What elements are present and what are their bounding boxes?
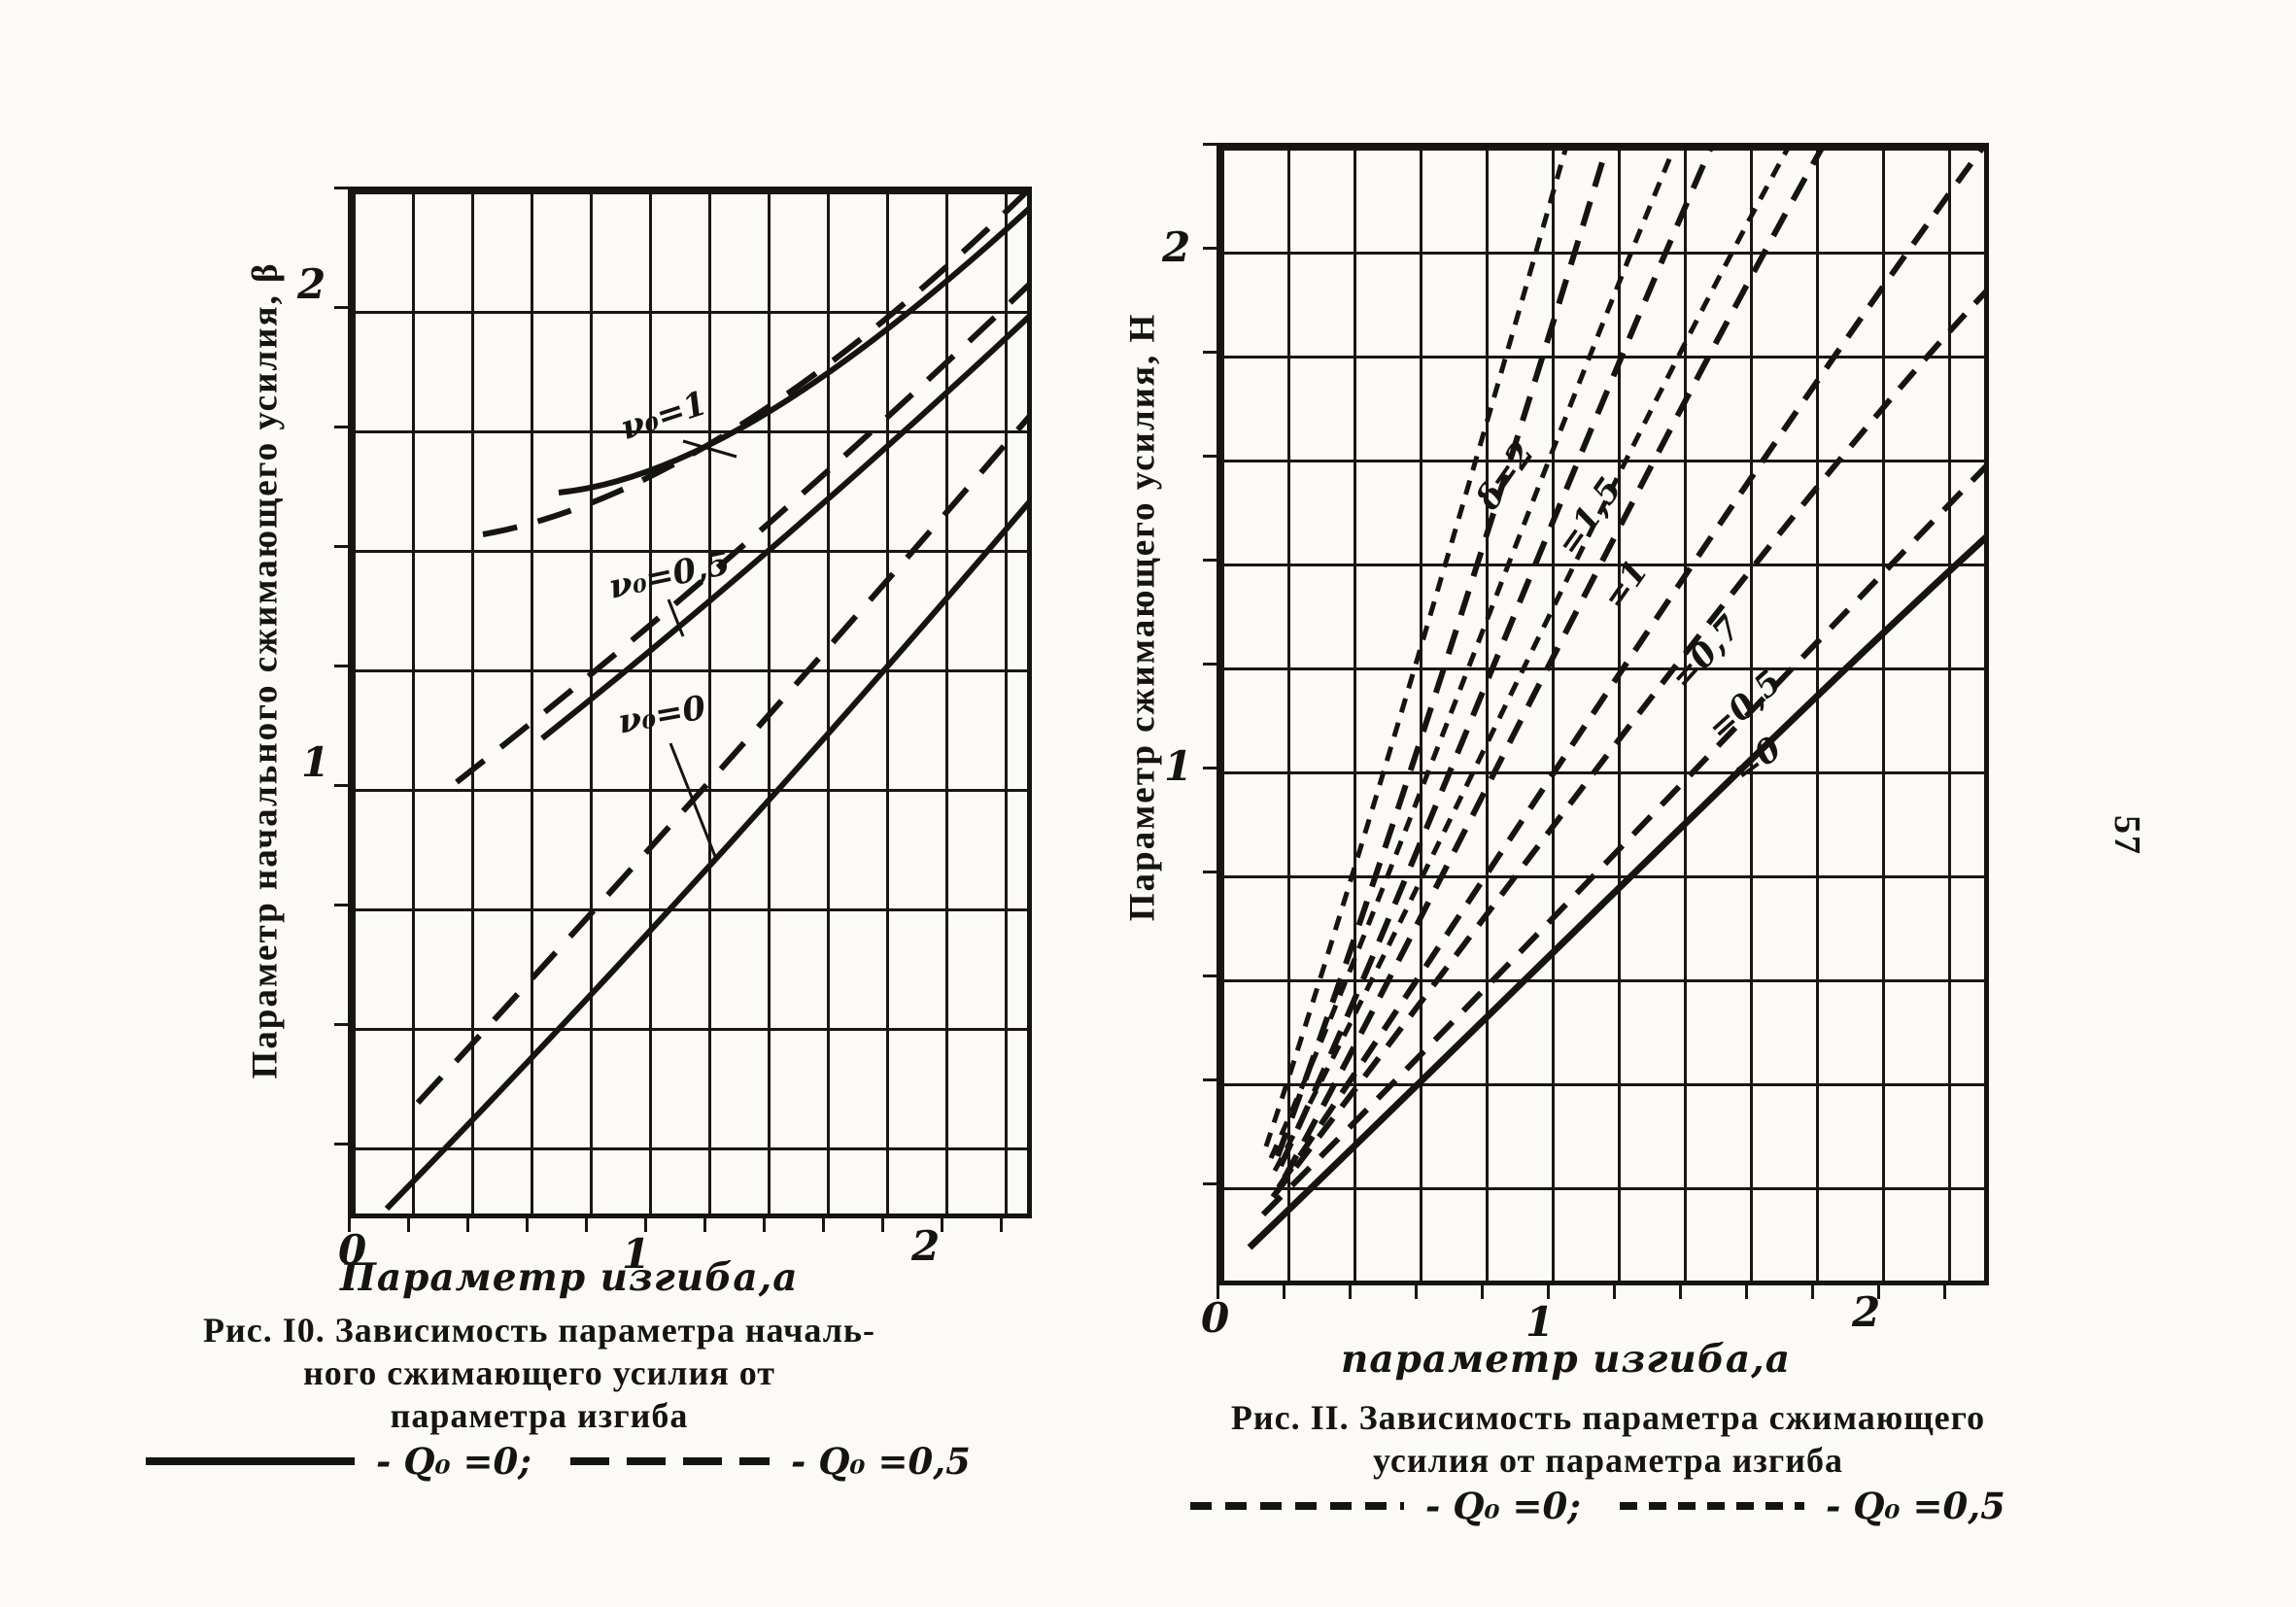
fig11-legend-dash2-sample: [1619, 1502, 1804, 1510]
fig10-x-tick-2: 2: [911, 1222, 941, 1270]
fig10-legend-label-2: - Q₀ =0,5: [790, 1440, 971, 1483]
fig11-caption: Рис. II. Зависимость параметра сжимающег…: [1185, 1397, 2031, 1483]
fig10-y-tick-2: 2: [297, 260, 326, 308]
fig11-curve-d15-b: [1268, 143, 1679, 1160]
fig10-curve-nu1-solid: [558, 205, 1032, 496]
fig10-leader-nu05: [667, 598, 685, 637]
fig10-legend-label-1: - Q₀ =0;: [376, 1440, 531, 1483]
fig11-y-tick-marks: [1203, 143, 1217, 1285]
fig10-x-axis-label: Параметр изгиба,а: [340, 1255, 799, 1300]
fig11-x-tick-1: 1: [1525, 1298, 1555, 1346]
fig11-legend-dash1-sample: [1190, 1502, 1404, 1510]
fig10-leader-nu0: [668, 742, 718, 860]
fig10-plot-area: [348, 187, 1032, 1218]
fig10-x-tick-1: 1: [622, 1230, 651, 1278]
fig11-caption-line2: усилия от параметра изгиба: [1373, 1440, 1843, 1480]
fig11-curve-d2: [1275, 143, 1611, 1158]
fig11-curve-d0-solid: [1247, 534, 1989, 1250]
fig10-caption-line2: ного сжимающего усилия от: [303, 1352, 775, 1392]
fig11-curves: [1247, 143, 1989, 1250]
fig11-x-tick-marks: [1217, 1285, 1989, 1299]
fig10-curve-nu0-dashed: [415, 414, 1032, 1106]
fig10-curve-nu05-solid: [540, 313, 1032, 741]
fig11-x-tick-2: 2: [1852, 1288, 1881, 1336]
fig11-curve-d07: [1276, 144, 1987, 1189]
page-number: 57: [2107, 815, 2147, 856]
fig10-legend: - Q₀ =0; - Q₀ =0,5: [146, 1440, 971, 1483]
fig10-x-tick-0: 0: [338, 1226, 367, 1274]
fig10-legend-solid-sample: [146, 1457, 355, 1465]
fig11-y-tick-1: 1: [1164, 742, 1193, 790]
fig11-curve-d0-dashed: [1260, 463, 1989, 1217]
fig10-curve-nu05-dashed: [455, 281, 1032, 785]
fig11-curve-d05: [1270, 289, 1989, 1199]
fig11-legend: - Q₀ =0; - Q₀ =0,5: [1190, 1485, 2005, 1527]
fig10-y-tick-1: 1: [301, 738, 330, 786]
fig10-y-axis-label: Параметр начального сжимающего усилия, β: [245, 261, 286, 1079]
fig11-x-axis-label: параметр изгиба,а: [1341, 1337, 1791, 1382]
fig11-y-axis-label: Параметр сжимающего усилия, Н: [1122, 312, 1163, 922]
fig10-curve-nu0-solid: [384, 499, 1032, 1212]
fig11-curve-d1: [1282, 143, 1828, 1180]
fig11-y-tick-2: 2: [1162, 223, 1191, 271]
fig10-y-tick-marks: [334, 187, 348, 1218]
fig10-caption-line3: параметра изгиба: [390, 1395, 689, 1435]
fig11-caption-line1: Рис. II. Зависимость параметра сжимающег…: [1230, 1398, 1986, 1437]
fig10-curves: [384, 187, 1032, 1212]
fig10-caption-line1: Рис. I0. Зависимость параметра началь-: [203, 1311, 875, 1350]
fig10-x-tick-marks: [348, 1218, 1032, 1232]
fig11-legend-label-1: - Q₀ =0;: [1425, 1485, 1581, 1527]
fig10-legend-dashed-sample: [569, 1457, 770, 1465]
fig11-legend-label-2: - Q₀ =0,5: [1825, 1485, 2005, 1527]
fig11-curve-d2-b: [1263, 143, 1570, 1147]
fig10-curve-nu1-dashed: [482, 187, 1032, 537]
fig11-curve-d1-b: [1272, 143, 1794, 1173]
fig11-x-tick-0: 0: [1201, 1294, 1230, 1342]
fig11-plot-area: [1217, 143, 1989, 1285]
fig10-leader-nu1: [682, 439, 737, 459]
fig11-curve-d15: [1278, 143, 1716, 1168]
fig10-caption: Рис. I0. Зависимость параметра началь- н…: [189, 1310, 889, 1438]
